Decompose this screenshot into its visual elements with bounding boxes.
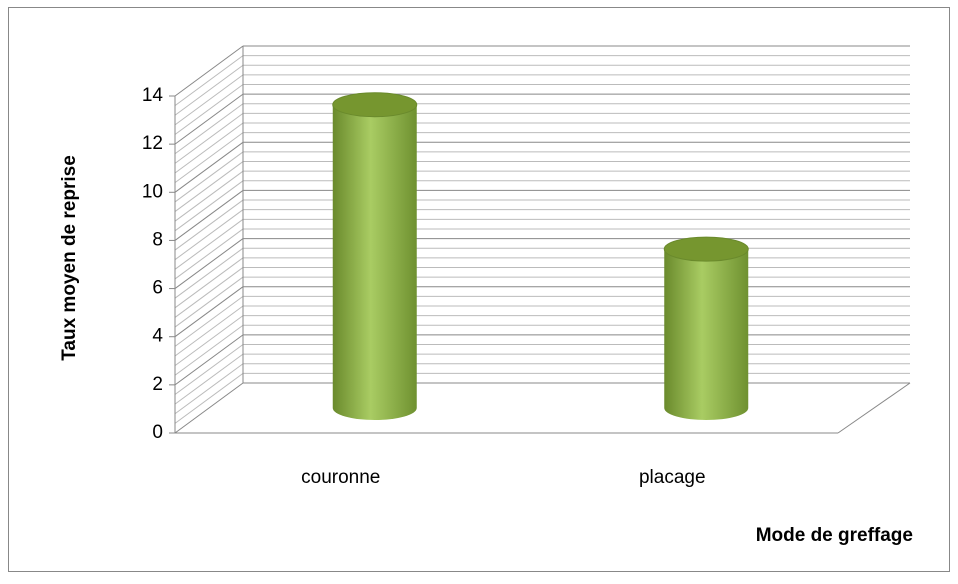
y-tick-label: 4: [152, 326, 163, 347]
side-grid-line: [174, 93, 244, 145]
minor-side-grid-line: [174, 295, 244, 347]
floor-right: [837, 382, 911, 434]
minor-side-grid-line: [174, 228, 244, 280]
minor-side-grid-line: [174, 218, 244, 270]
minor-side-grid-line: [174, 112, 244, 164]
side-grid-line: [174, 382, 244, 434]
x-tick-label: placage: [639, 467, 706, 488]
minor-side-grid-line: [174, 315, 244, 367]
minor-side-grid-line: [174, 305, 244, 357]
minor-side-grid-line: [174, 363, 244, 415]
minor-side-grid-line: [174, 276, 244, 328]
side-grid-line: [174, 45, 244, 97]
y-tick-label: 0: [152, 422, 163, 443]
side-grid-line: [174, 334, 244, 386]
minor-side-grid-line: [174, 74, 244, 126]
minor-side-grid-line: [174, 199, 244, 251]
minor-side-grid-line: [174, 84, 244, 135]
minor-side-grid-line: [174, 64, 244, 116]
minor-side-grid-line: [174, 161, 244, 212]
minor-side-grid-line: [174, 151, 244, 203]
minor-side-grid-line: [174, 55, 244, 107]
bar-top: [332, 92, 418, 118]
x-tick-label: couronne: [301, 467, 380, 488]
chart-frame: [8, 7, 950, 572]
minor-side-grid-line: [174, 180, 244, 232]
minor-side-grid-line: [174, 209, 244, 261]
bar: [664, 249, 749, 420]
y-tick-label: 6: [152, 278, 163, 299]
minor-side-grid-line: [174, 247, 244, 299]
y-tick-label: 10: [142, 181, 163, 202]
minor-side-grid-line: [174, 353, 244, 405]
minor-side-grid-line: [174, 324, 244, 376]
bar: [332, 104, 417, 420]
side-grid-line: [174, 141, 244, 193]
y-tick-label: 8: [152, 229, 163, 250]
side-grid-line: [174, 238, 244, 289]
bar-top: [663, 236, 749, 262]
minor-side-grid-line: [174, 344, 244, 395]
minor-side-grid-line: [174, 132, 244, 184]
y-tick-label: 14: [142, 85, 164, 106]
y-tick-label: 12: [142, 133, 163, 154]
minor-side-grid-line: [174, 103, 244, 155]
minor-side-grid-line: [174, 267, 244, 318]
y-tick-label: 2: [152, 374, 163, 395]
side-grid-line: [174, 286, 244, 338]
minor-side-grid-line: [174, 257, 244, 309]
minor-side-grid-line: [174, 170, 244, 222]
minor-side-grid-line: [174, 122, 244, 174]
y-axis-label: Taux moyen de reprise: [59, 155, 80, 361]
side-grid-line: [174, 190, 244, 241]
minor-side-grid-line: [174, 372, 244, 424]
x-axis-label: Mode de greffage: [756, 525, 913, 546]
